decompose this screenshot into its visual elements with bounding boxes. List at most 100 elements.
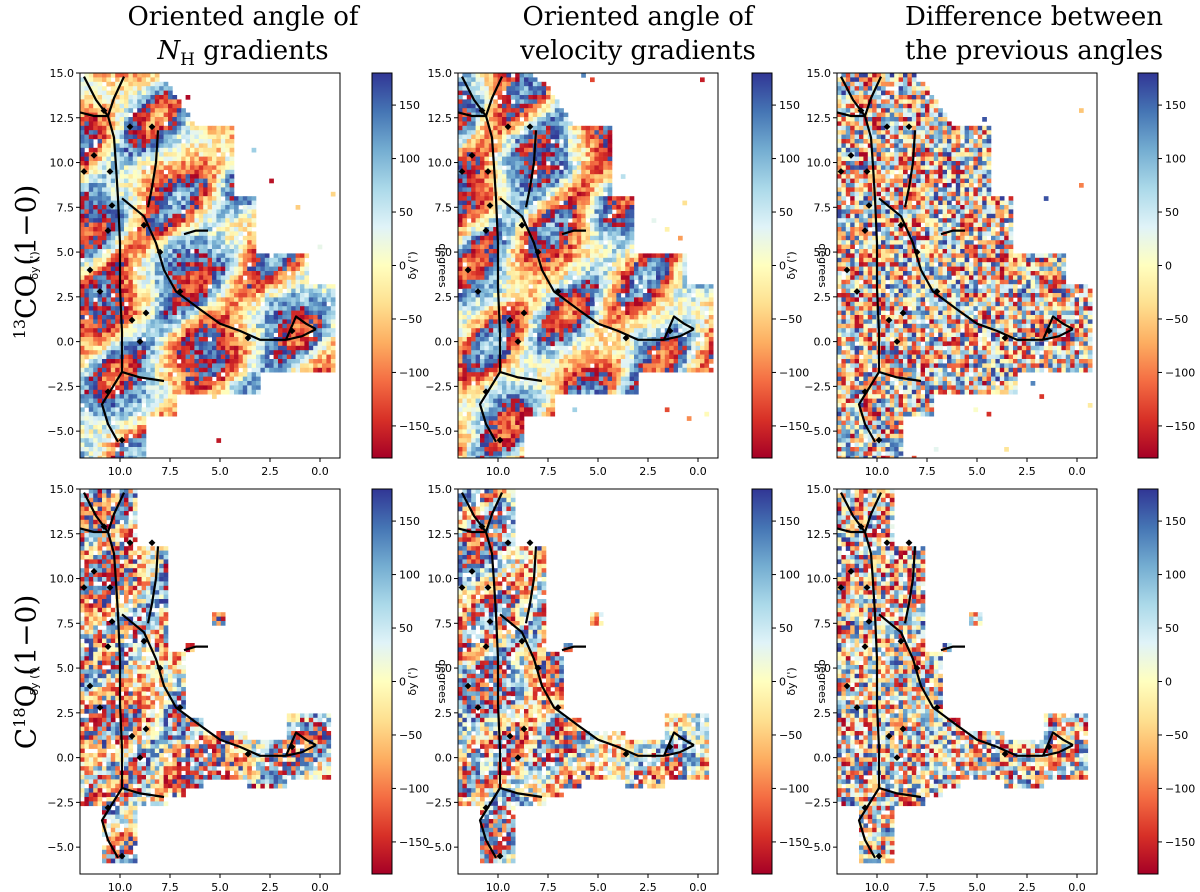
heatmap-cell [220,134,226,140]
heatmap-cell [458,165,463,171]
heatmap-cell [466,161,472,166]
heatmap-cell [172,394,178,399]
heatmap-cell [128,385,134,391]
heatmap-cell [110,262,116,267]
heatmap-cell [471,169,476,175]
heatmap-cell [159,187,164,193]
heatmap-cell [471,222,476,228]
heatmap-cell [554,165,560,171]
heatmap-cell [132,249,138,254]
heatmap-cell [519,134,525,140]
heatmap-cell [282,266,288,272]
heatmap-cell [563,165,569,171]
heatmap-cell [603,218,608,223]
heatmap-cell [132,323,138,329]
heatmap-cell [238,306,244,311]
heatmap-cell [203,293,208,298]
heatmap-cell [203,284,208,289]
heatmap-cell [181,117,186,122]
heatmap-cell [124,275,129,281]
heatmap-cell [159,323,164,329]
heatmap-cell [181,293,186,298]
heatmap-cell [532,275,538,281]
heatmap-cell [132,284,138,289]
heatmap-cell [225,385,230,391]
heatmap-cell [260,293,266,298]
heatmap-cell [269,315,274,320]
heatmap-cell [212,174,217,179]
heatmap-cell [247,301,252,307]
heatmap-cell [207,240,213,245]
heatmap-cell [168,372,173,377]
heatmap-cell [176,306,182,311]
heatmap-cell [106,139,112,144]
heatmap-cell [93,394,98,399]
heatmap-cell [493,249,498,254]
heatmap-cell [510,134,516,140]
heatmap-cell [207,341,213,347]
heatmap-cell [168,253,173,259]
heatmap-cell [128,297,134,303]
heatmap-cell [524,253,529,259]
heatmap-cell [106,125,112,131]
heatmap-cell [84,174,90,179]
heatmap-cell [194,328,200,333]
heatmap-cell [524,130,529,135]
heatmap-cell [137,350,142,355]
heatmap-cell [194,222,200,228]
heatmap-cell [488,112,494,118]
heatmap-cell [190,231,195,237]
heatmap-cell [146,359,151,364]
heatmap-cell [93,367,98,373]
heatmap-cell [110,284,116,289]
heatmap-cell [115,81,120,87]
heatmap-cell [84,332,90,338]
heatmap-cell [159,125,164,131]
core-marker [244,334,252,342]
heatmap-cell [185,376,191,382]
heatmap-cell [115,301,120,307]
heatmap-cell [190,139,195,144]
heatmap [80,73,336,458]
heatmap-cell [559,112,564,118]
heatmap-cell [216,257,222,263]
heatmap-cell [260,315,266,320]
heatmap-cell [480,169,485,175]
heatmap-cell [146,117,151,122]
heatmap-cell [304,262,310,267]
heatmap-cell [581,222,586,228]
heatmap-cell [475,125,481,131]
heatmap-cell [124,319,129,325]
heatmap-cell [97,90,103,96]
heatmap-cell [84,139,90,144]
heatmap-cell [572,147,578,153]
heatmap-cell [629,257,635,263]
heatmap-cell [251,279,257,285]
heatmap-cell [234,205,239,210]
heatmap-cell [616,262,622,267]
heatmap-cell [300,350,305,355]
heatmap-cell [115,213,120,219]
heatmap-cell [172,284,178,289]
heatmap-cell [229,178,235,184]
heatmap-cell [528,200,534,206]
heatmap-cell [308,297,314,303]
heatmap-cell [532,240,538,245]
heatmap-cell [568,147,573,153]
heatmap-cell [537,112,542,118]
heatmap-cell [185,389,191,395]
heatmap-cell [220,240,226,245]
heatmap-cell [286,257,292,263]
heatmap-cell [102,367,107,373]
core-marker [106,168,114,175]
heatmap-cell [110,407,116,413]
heatmap-cell [629,222,635,228]
heatmap-cell [532,187,538,193]
heatmap-cell [141,323,147,329]
heatmap-cell [515,152,520,157]
heatmap-cell [607,209,613,215]
heatmap-cell [634,253,639,259]
heatmap-cell [159,209,164,215]
heatmap-cell [119,407,125,413]
